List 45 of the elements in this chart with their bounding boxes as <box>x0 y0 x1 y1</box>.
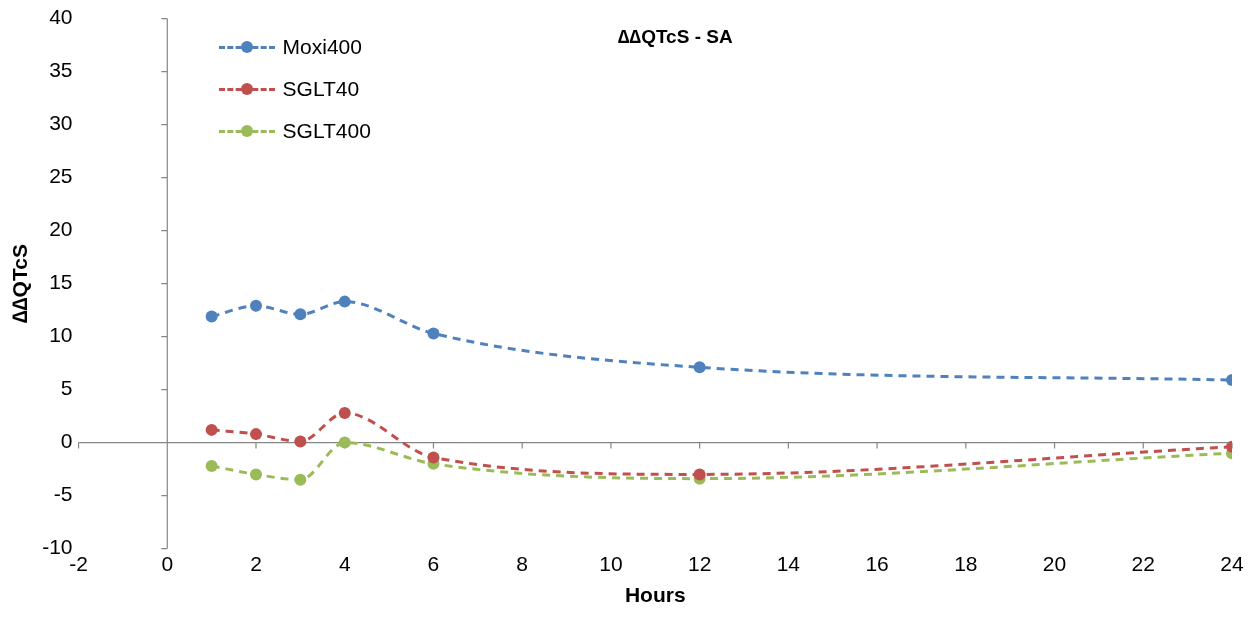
y-tick-label: 30 <box>49 111 73 135</box>
point <box>693 361 706 374</box>
point <box>250 428 263 441</box>
y-tick-label: 5 <box>60 376 73 400</box>
point <box>205 459 218 472</box>
point <box>250 468 263 481</box>
point <box>205 310 218 323</box>
y-tick-label: 0 <box>60 429 73 453</box>
y-tick-label: 20 <box>49 217 73 241</box>
x-tick-label: 8 <box>516 552 529 575</box>
point <box>427 327 440 340</box>
x-tick-label: 24 <box>1220 552 1244 575</box>
x-tick-label: 6 <box>427 552 440 575</box>
chart-title: ∆∆QTcS - SA <box>617 26 733 48</box>
y-tick-label: 25 <box>49 164 73 188</box>
point <box>693 468 706 481</box>
legend-label: SGLT40 <box>282 76 360 101</box>
x-tick-label: 0 <box>161 552 174 575</box>
y-tick-label: -5 <box>53 482 73 506</box>
legend-label: Moxi400 <box>282 34 362 59</box>
x-tick-label: 12 <box>687 552 712 575</box>
y-tick-label: 15 <box>49 270 73 294</box>
point <box>205 423 218 436</box>
point <box>338 295 351 308</box>
y-tick-label: 35 <box>49 58 73 82</box>
x-tick-label: 20 <box>1042 552 1067 575</box>
x-tick-label: 16 <box>865 552 889 575</box>
point <box>338 406 351 419</box>
x-tick-label: 22 <box>1131 552 1155 575</box>
x-tick-label: 10 <box>599 552 623 575</box>
x-tick-label: 14 <box>776 552 801 575</box>
point <box>294 308 307 321</box>
point <box>294 435 307 448</box>
legend-label: SGLT400 <box>282 118 371 143</box>
point <box>427 451 440 464</box>
x-tick-label: 2 <box>250 552 262 575</box>
x-tick-label: 4 <box>338 552 351 575</box>
point <box>250 299 263 312</box>
y-tick-label: 40 <box>49 5 73 29</box>
x-tick-label: 18 <box>954 552 978 575</box>
x-axis-title: Hours <box>624 583 686 607</box>
point <box>338 436 351 449</box>
y-axis-title: ∆∆QTcS <box>8 244 32 324</box>
y-tick-label: 10 <box>49 323 73 347</box>
point <box>294 473 307 486</box>
